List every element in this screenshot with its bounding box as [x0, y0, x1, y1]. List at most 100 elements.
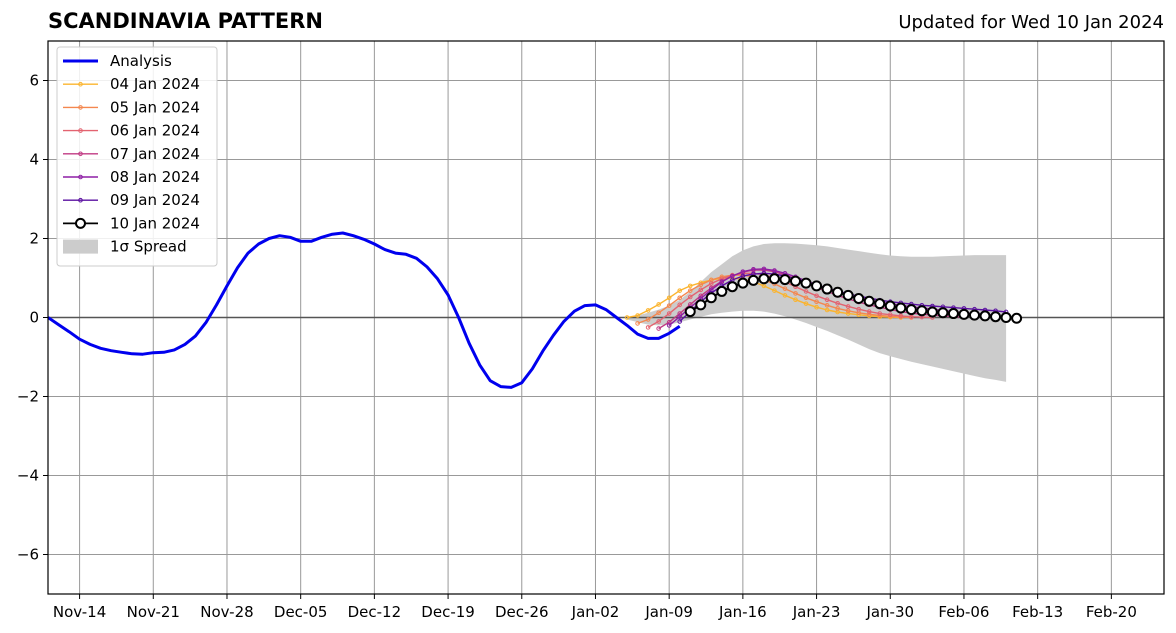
x-tick-label: Dec-19: [421, 603, 475, 621]
legend-box: [56, 46, 218, 267]
forecast-point: [990, 311, 1002, 323]
forecast-point: [793, 297, 798, 303]
forecast-point: [726, 281, 738, 293]
forecast-point: [866, 312, 872, 317]
forecast-point: [772, 288, 777, 293]
legend-label: 06 Jan 2024: [110, 122, 200, 140]
forecast-point: [666, 311, 672, 316]
x-tick-label: Nov-14: [53, 603, 106, 621]
forecast-point: [645, 317, 651, 322]
forecast-point: [747, 274, 759, 286]
forecast-point: [968, 309, 980, 321]
forecast-point: [790, 275, 802, 287]
forecast-point: [1011, 312, 1023, 324]
forecast-point: [782, 293, 788, 298]
x-tick-label: Nov-28: [200, 603, 253, 621]
x-tick-label: Jan-23: [792, 603, 841, 621]
forecast-point: [845, 304, 851, 309]
forecast-point: [916, 305, 928, 317]
forecast-point: [884, 300, 896, 312]
forecast-point: [845, 308, 851, 314]
forecast-point: [803, 295, 809, 301]
forecast-point: [666, 303, 672, 308]
forecast-point: [716, 285, 728, 297]
legend-marker: [78, 81, 83, 87]
forecast-point: [677, 302, 682, 308]
forecast-point: [866, 309, 872, 314]
chart-title: SCANDINAVIA PATTERN: [48, 9, 323, 33]
forecast-point: [779, 274, 791, 286]
legend-swatch: [63, 239, 98, 254]
forecast-point: [887, 312, 893, 318]
x-tick-label: Jan-02: [571, 603, 620, 621]
forecast-point: [656, 326, 661, 331]
forecast-point: [656, 319, 661, 324]
x-tick-label: Feb-06: [938, 603, 989, 621]
forecast-point: [677, 288, 682, 293]
forecast-point: [947, 308, 959, 320]
legend-marker: [78, 105, 83, 110]
forecast-point: [842, 289, 854, 301]
legend-label: 05 Jan 2024: [110, 98, 200, 116]
forecast-point: [877, 311, 883, 316]
forecast-point: [800, 277, 812, 289]
y-tick-label: 4: [29, 151, 39, 169]
x-tick-label: Dec-26: [495, 603, 549, 621]
forecast-point: [635, 321, 640, 326]
forecast-point: [645, 308, 651, 313]
forecast-line: [626, 277, 901, 319]
forecast-point: [698, 287, 704, 293]
legend-label: 08 Jan 2024: [110, 168, 200, 186]
forecast-point: [656, 310, 661, 316]
forecast-point: [824, 297, 830, 303]
x-tick-label: Jan-09: [644, 603, 693, 621]
forecast-point: [684, 306, 696, 318]
forecast-point: [824, 307, 830, 313]
forecast-point: [832, 286, 844, 298]
legend-label: 09 Jan 2024: [110, 191, 200, 209]
forecast-point: [761, 266, 767, 272]
forecast-point: [768, 273, 780, 285]
forecast-point: [758, 273, 770, 285]
y-tick-label: 6: [29, 72, 39, 90]
forecast-point: [821, 283, 833, 295]
x-tick-label: Feb-20: [1086, 603, 1137, 621]
forecast-point: [624, 315, 630, 320]
y-tick-label: −6: [17, 546, 39, 564]
forecast-point: [677, 319, 682, 324]
forecast-point: [814, 299, 819, 305]
forecast-point: [835, 300, 840, 306]
forecast-point: [863, 295, 875, 307]
legend-marker: [78, 197, 83, 203]
forecast-point: [740, 269, 746, 274]
legend-marker: [78, 151, 83, 157]
forecast-point: [695, 299, 707, 311]
y-tick-label: 0: [29, 309, 39, 327]
forecast-point: [666, 295, 672, 301]
analysis-line: [48, 231, 681, 389]
forecast-point: [814, 304, 819, 310]
forecast-point: [937, 307, 949, 319]
y-tick-label: 2: [29, 230, 39, 248]
x-tick-label: Dec-05: [274, 603, 328, 621]
forecast-point: [874, 298, 886, 310]
forecast-point: [811, 280, 823, 292]
forecast-point: [666, 323, 672, 328]
legend-label: 1σ Spread: [110, 238, 187, 256]
y-tick-label: −2: [17, 388, 39, 406]
forecast-point: [645, 325, 651, 330]
x-tick-label: Feb-13: [1012, 603, 1063, 621]
forecast-point: [905, 304, 917, 316]
forecast-point: [687, 294, 693, 300]
legend-label: 07 Jan 2024: [110, 145, 200, 163]
legend-label: 10 Jan 2024: [110, 214, 200, 232]
forecast-point: [698, 282, 704, 288]
forecast-point: [737, 277, 749, 289]
forecast-point: [687, 288, 693, 293]
forecast-point: [856, 306, 861, 312]
x-tick-label: Jan-30: [865, 603, 914, 621]
forecast-point: [803, 301, 809, 306]
forecast-point: [708, 281, 714, 286]
